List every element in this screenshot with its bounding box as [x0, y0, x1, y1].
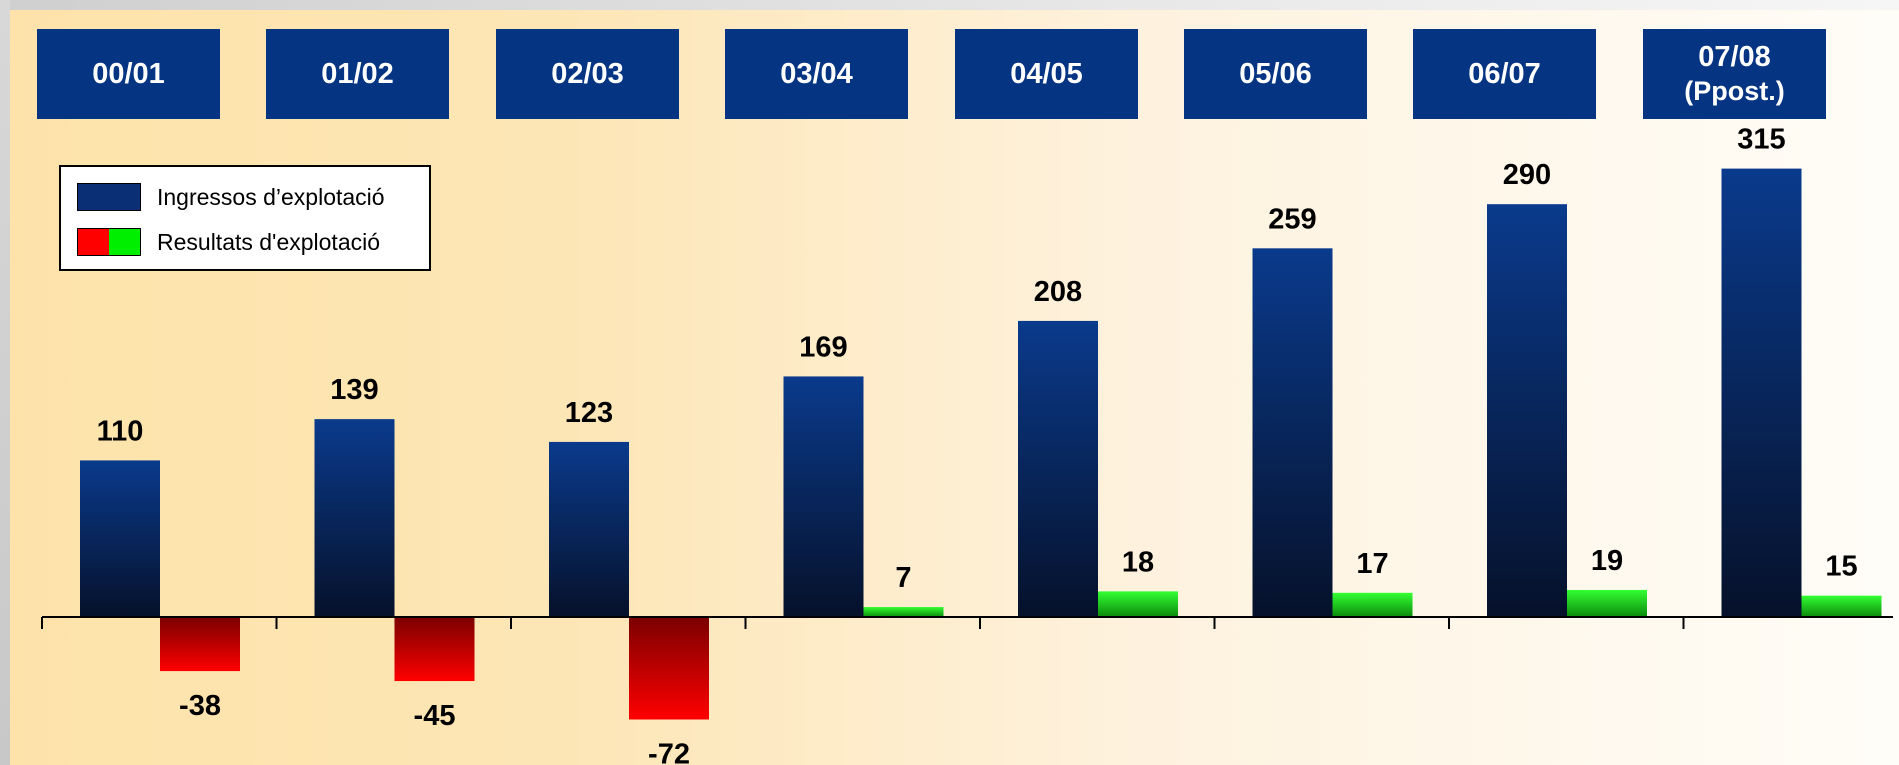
- period-label: 01/02: [321, 58, 394, 90]
- period-label: 03/04: [780, 58, 853, 90]
- result-value-label: 18: [1122, 546, 1154, 578]
- period-label: 05/06: [1239, 58, 1312, 90]
- period-box-01-02: 01/02: [266, 29, 449, 119]
- legend-label-income: Ingressos d’explotació: [157, 183, 385, 210]
- window-frame-left: [0, 0, 10, 765]
- result-value-label: -45: [414, 700, 456, 732]
- result-bar-positive: [1332, 592, 1413, 617]
- period-note: (Ppost.): [1684, 76, 1785, 106]
- window-frame-top: [0, 0, 1899, 10]
- income-value-label: 110: [97, 415, 144, 447]
- legend-swatch-income: [77, 183, 141, 211]
- result-value-label: 15: [1825, 551, 1857, 583]
- result-value-label: -38: [179, 690, 221, 722]
- period-box-04-05: 04/05: [955, 29, 1138, 119]
- result-bar-negative: [394, 617, 475, 682]
- income-bar: [549, 441, 629, 617]
- result-bar-positive: [1801, 595, 1882, 617]
- income-bar: [1018, 320, 1098, 617]
- income-value-label: 208: [1034, 276, 1082, 308]
- income-bar: [80, 460, 160, 617]
- income-value-label: 315: [1737, 124, 1785, 156]
- income-bar: [783, 376, 864, 617]
- result-value-label: 19: [1591, 545, 1623, 577]
- period-box-02-03: 02/03: [496, 29, 679, 119]
- result-bar-positive: [1098, 591, 1178, 617]
- result-bar-positive: [863, 607, 944, 617]
- income-value-label: 139: [330, 374, 378, 406]
- income-bar: [1487, 204, 1567, 617]
- period-label: 07/08: [1698, 41, 1771, 73]
- result-bar-positive: [1567, 589, 1647, 617]
- chart-legend: Ingressos d’explotació Resultats d'explo…: [59, 165, 431, 271]
- income-value-label: 290: [1503, 159, 1551, 191]
- income-value-label: 123: [565, 397, 613, 429]
- income-bar: [314, 419, 395, 617]
- income-bar: [1252, 248, 1333, 617]
- income-value-label: 259: [1268, 203, 1316, 235]
- result-value-label: 7: [895, 562, 911, 594]
- period-label: 04/05: [1010, 58, 1083, 90]
- legend-item-income: Ingressos d’explotació: [77, 182, 385, 212]
- period-box-03-04: 03/04: [725, 29, 908, 119]
- result-value-label: -72: [648, 738, 690, 765]
- period-box-00-01: 00/01: [37, 29, 220, 119]
- income-bar: [1721, 168, 1802, 617]
- result-value-label: 17: [1356, 548, 1388, 580]
- period-box-07-08: 07/08 (Ppost.): [1643, 29, 1826, 119]
- legend-label-result: Resultats d'explotació: [157, 228, 381, 255]
- legend-swatch-result: [77, 228, 141, 256]
- legend-item-result: Resultats d'explotació: [77, 227, 380, 257]
- period-label: 06/07: [1468, 58, 1541, 90]
- result-bar-negative: [160, 617, 240, 672]
- period-box-06-07: 06/07: [1413, 29, 1596, 119]
- period-label: 02/03: [551, 58, 624, 90]
- income-value-label: 169: [799, 331, 847, 363]
- result-bar-negative: [629, 617, 709, 720]
- period-box-05-06: 05/06: [1184, 29, 1367, 119]
- period-label: 00/01: [92, 58, 165, 90]
